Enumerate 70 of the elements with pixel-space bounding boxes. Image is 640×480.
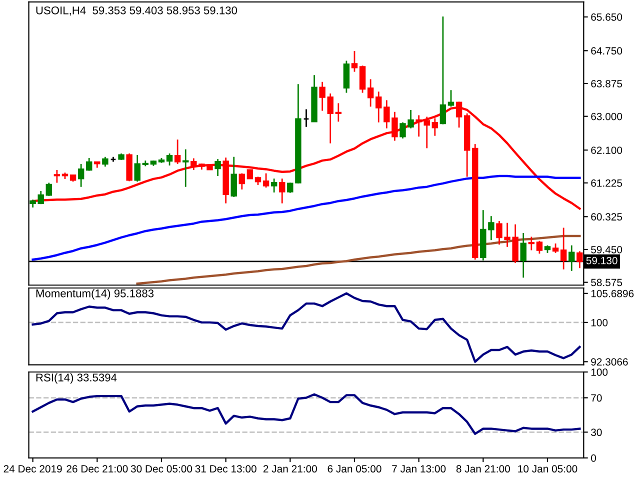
- x-tick-label: 6 Jan 05:00: [328, 465, 382, 473]
- line-series: [32, 393, 581, 435]
- line-series: [136, 234, 581, 285]
- candlestick: [376, 90, 382, 124]
- candlestick: [134, 154, 140, 182]
- candlestick: [343, 60, 350, 94]
- x-tick-label: 24 Dec 2019: [4, 465, 62, 473]
- candlestick: [327, 92, 334, 144]
- y-tick-label: 63.875: [591, 80, 622, 88]
- y-tick-label: 61.225: [591, 179, 622, 187]
- candlestick: [166, 152, 173, 166]
- candlestick: [230, 156, 237, 198]
- candlestick: [38, 190, 44, 205]
- candlestick: [246, 169, 254, 180]
- candlestick: [568, 244, 575, 272]
- y-tick-label: 62.100: [591, 146, 622, 154]
- candlestick: [214, 158, 221, 177]
- candlestick: [303, 108, 310, 128]
- ref-line-label: 59.130: [586, 256, 618, 264]
- x-tick-label: 8 Jan 21:00: [456, 465, 510, 473]
- x-tick-label: 7 Jan 13:00: [392, 465, 446, 473]
- candlestick: [448, 89, 454, 108]
- candlestick: [359, 64, 366, 94]
- y-tick-label: 60.325: [591, 213, 622, 221]
- candlestick: [536, 240, 543, 254]
- x-tick-label: 26 Dec 21:00: [66, 465, 128, 473]
- candlestick: [432, 118, 438, 137]
- candlestick: [440, 16, 446, 125]
- y-tick-label: 59.450: [591, 246, 622, 254]
- chart-title: USOIL,H4 59.353 59.403 58.953 59.130: [36, 6, 238, 16]
- candlestick: [262, 172, 270, 188]
- candlestick: [520, 232, 526, 278]
- y-tick-label: 63.000: [591, 112, 622, 120]
- y-tick-label: 0: [591, 454, 596, 462]
- candlestick: [560, 227, 567, 270]
- candlestick: [351, 50, 358, 72]
- candlestick: [46, 182, 52, 197]
- chart-title: RSI(14) 33.5394: [36, 373, 117, 384]
- chart-title: Momentum(14) 95.1883: [36, 289, 154, 300]
- candlestick: [238, 172, 246, 190]
- candlestick: [416, 114, 422, 138]
- candlestick: [528, 236, 535, 251]
- y-tick-label: 65.650: [591, 13, 622, 21]
- y-tick-label: 92.3066: [591, 358, 628, 366]
- candlestick: [270, 178, 278, 194]
- line-series: [32, 174, 581, 261]
- candlestick: [367, 78, 374, 108]
- candlestick: [576, 250, 583, 269]
- x-tick-label: 31 Dec 13:00: [195, 465, 256, 473]
- candlestick: [54, 169, 60, 184]
- y-tick-label: 30: [591, 428, 602, 436]
- y-tick-label: 58.575: [591, 278, 622, 286]
- candlestick: [424, 116, 430, 149]
- y-tick-label: 105.6896: [591, 290, 634, 298]
- candlestick: [279, 178, 286, 204]
- candlestick: [174, 138, 181, 165]
- candlestick: [552, 242, 559, 254]
- candlestick: [78, 163, 84, 188]
- candlestick: [102, 156, 108, 168]
- x-tick-label: 2 Jan 21:00: [263, 465, 317, 473]
- candlestick: [319, 81, 326, 112]
- y-tick-label: 100: [591, 368, 608, 376]
- candlestick: [335, 102, 342, 122]
- y-tick-label: 64.750: [591, 47, 622, 55]
- y-tick-label: 100: [591, 318, 608, 326]
- x-tick-label: 10 Jan 05:00: [518, 465, 578, 473]
- y-tick-label: 70: [591, 394, 602, 402]
- candlestick: [182, 148, 189, 188]
- candlestick: [86, 157, 92, 172]
- x-tick-label: 30 Dec 05:00: [130, 465, 192, 473]
